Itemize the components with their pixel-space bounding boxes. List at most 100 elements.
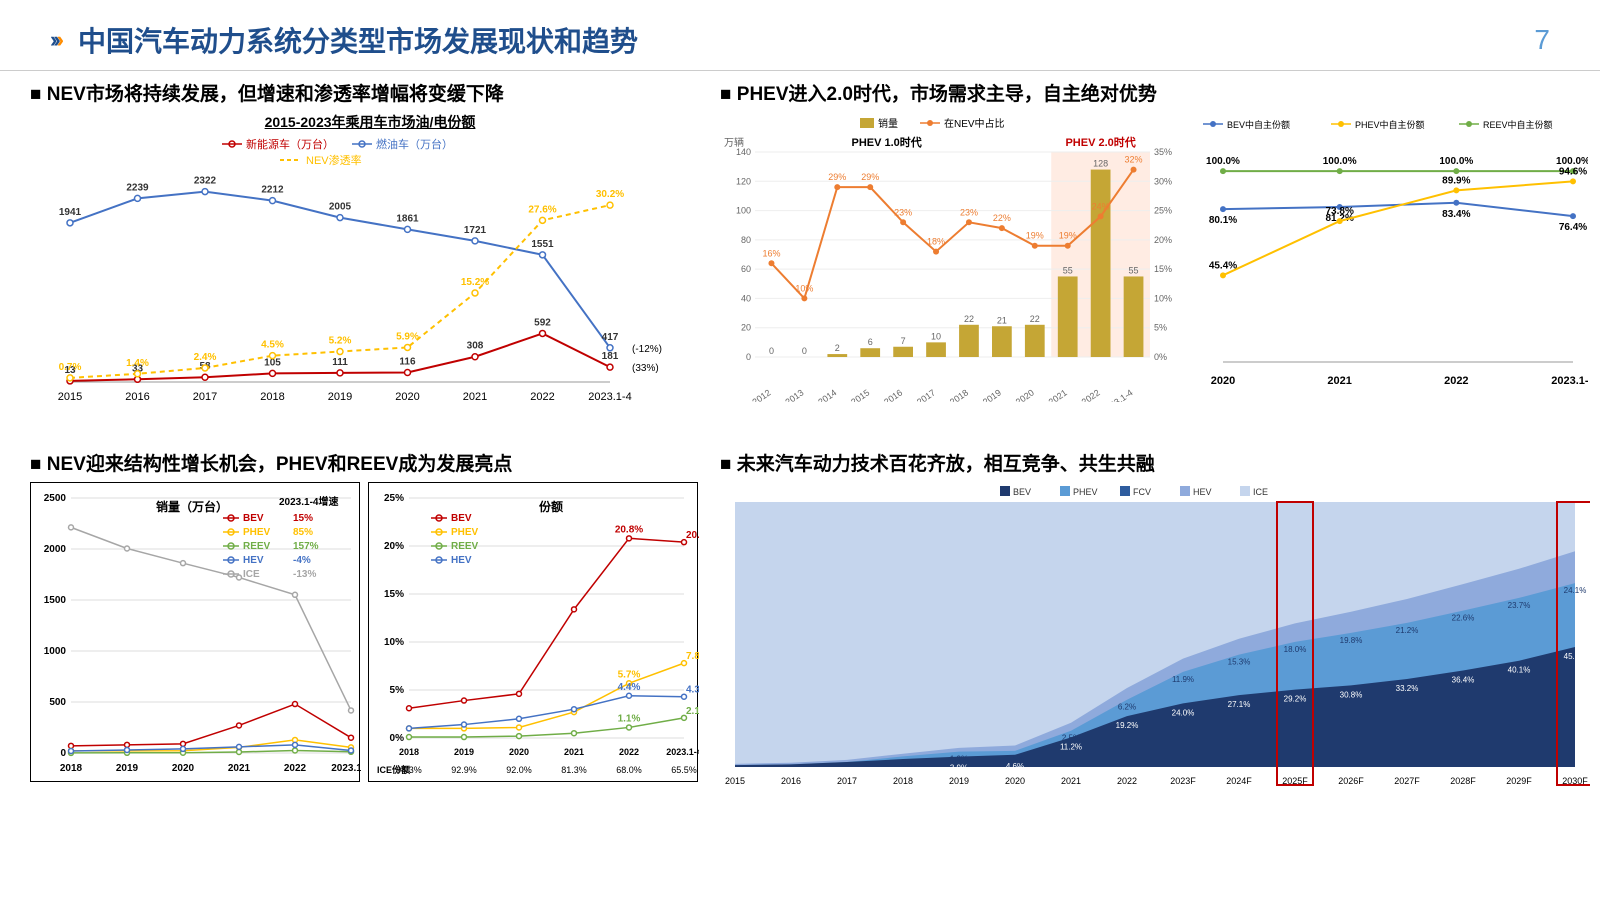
- svg-text:PHEV: PHEV: [243, 527, 271, 538]
- svg-text:2017: 2017: [915, 387, 937, 402]
- svg-text:2500: 2500: [44, 493, 67, 504]
- chart-phev-era: 销量在NEV中占比PHEV 1.0时代PHEV 2.0时代万辆020406080…: [720, 112, 1190, 402]
- panel-phev-era: PHEV进入2.0时代，市场需求主导，自主绝对优势 销量在NEV中占比PHEV …: [720, 79, 1600, 439]
- chart-subtitle: 2015-2023年乘用车市场油/电份额: [30, 112, 710, 132]
- chart-domestic-share: BEV中自主份额PHEV中自主份额REEV中自主份额100.0%100.0%10…: [1198, 112, 1588, 402]
- svg-text:4.3%: 4.3%: [686, 685, 699, 696]
- svg-text:111: 111: [332, 357, 348, 368]
- svg-text:36.4%: 36.4%: [1452, 676, 1475, 685]
- chevron-icon: ›››: [50, 27, 60, 53]
- svg-text:2017: 2017: [193, 391, 217, 403]
- svg-text:2021: 2021: [1327, 375, 1351, 387]
- svg-text:33.2%: 33.2%: [1396, 684, 1419, 693]
- svg-text:30.2%: 30.2%: [596, 189, 624, 200]
- svg-text:27.1%: 27.1%: [1228, 700, 1251, 709]
- svg-text:2022: 2022: [1080, 387, 1102, 402]
- svg-text:2023.1-4: 2023.1-4: [588, 391, 631, 403]
- svg-text:5%: 5%: [390, 685, 405, 696]
- svg-text:2023F: 2023F: [1170, 776, 1196, 786]
- svg-text:2015: 2015: [58, 391, 82, 403]
- svg-text:2019: 2019: [949, 776, 969, 786]
- svg-text:2021: 2021: [1061, 776, 1081, 786]
- svg-text:2018: 2018: [948, 387, 970, 402]
- svg-text:REEV: REEV: [243, 541, 271, 552]
- chart-area-stacked: BEVPHEVFCVHEVICE0.7%1.0%1.9%3.0%3.9%4.6%…: [720, 482, 1590, 792]
- svg-text:22%: 22%: [993, 213, 1011, 223]
- svg-text:24.1%: 24.1%: [1564, 586, 1587, 595]
- svg-text:燃油车（万台）: 燃油车（万台）: [376, 137, 453, 151]
- svg-text:0: 0: [802, 346, 807, 356]
- panel-future-mix: 未来汽车动力技术百花齐放，相互竞争、共生共融 BEVPHEVFCVHEVICE0…: [720, 449, 1600, 819]
- svg-text:100: 100: [736, 206, 751, 216]
- svg-text:10%: 10%: [795, 283, 813, 293]
- svg-text:500: 500: [49, 697, 66, 708]
- svg-text:65.5%: 65.5%: [671, 765, 697, 775]
- svg-text:2022: 2022: [284, 763, 307, 774]
- svg-text:2022: 2022: [1117, 776, 1137, 786]
- svg-text:55: 55: [1063, 265, 1073, 275]
- svg-text:REEV中自主份额: REEV中自主份额: [1483, 119, 1553, 130]
- svg-text:2016: 2016: [125, 391, 149, 403]
- svg-text:55: 55: [1129, 265, 1139, 275]
- svg-text:21: 21: [997, 315, 1007, 325]
- svg-text:2019: 2019: [454, 747, 474, 757]
- svg-text:1861: 1861: [396, 213, 419, 224]
- svg-text:0: 0: [60, 748, 66, 759]
- svg-text:-13%: -13%: [293, 569, 316, 580]
- svg-text:2012: 2012: [750, 387, 772, 402]
- svg-text:20.4%: 20.4%: [686, 530, 699, 541]
- svg-text:销量（万台）: 销量（万台）: [156, 499, 228, 514]
- svg-text:2016: 2016: [882, 387, 904, 402]
- svg-text:1.4%: 1.4%: [126, 358, 149, 369]
- svg-text:24%: 24%: [1092, 201, 1110, 211]
- svg-text:5.2%: 5.2%: [329, 336, 352, 347]
- svg-text:在NEV中占比: 在NEV中占比: [944, 117, 1005, 130]
- svg-text:2: 2: [835, 343, 840, 353]
- svg-text:20.8%: 20.8%: [615, 524, 643, 535]
- svg-text:(-12%): (-12%): [632, 344, 662, 355]
- panel-title: NEV市场将持续发展，但增速和渗透率增幅将变缓下降: [30, 79, 710, 106]
- panel-title: NEV迎来结构性增长机会，PHEV和REEV成为发展亮点: [30, 449, 710, 476]
- svg-text:80: 80: [741, 235, 751, 245]
- svg-text:68.0%: 68.0%: [616, 765, 642, 775]
- svg-text:16%: 16%: [762, 248, 780, 258]
- svg-text:181: 181: [602, 351, 619, 362]
- svg-text:45.4%: 45.4%: [1209, 260, 1237, 271]
- chart-sales-volume: 05001000150020002500销量（万台）2023.1-4增速BEV1…: [30, 482, 360, 782]
- svg-text:81.3%: 81.3%: [561, 765, 587, 775]
- svg-text:35%: 35%: [1154, 147, 1172, 157]
- svg-text:2023.1-4增速: 2023.1-4增速: [279, 495, 338, 508]
- svg-text:PHEV: PHEV: [1073, 487, 1098, 497]
- svg-text:5%: 5%: [1154, 323, 1167, 333]
- svg-text:2014: 2014: [816, 387, 838, 402]
- svg-text:40: 40: [741, 293, 751, 303]
- svg-text:27.6%: 27.6%: [528, 204, 556, 215]
- svg-text:1500: 1500: [44, 595, 67, 606]
- svg-text:2023.1-4: 2023.1-4: [1551, 375, 1588, 387]
- svg-text:60: 60: [741, 264, 751, 274]
- svg-text:21.2%: 21.2%: [1396, 626, 1419, 635]
- svg-text:23.7%: 23.7%: [1508, 601, 1531, 610]
- svg-text:20: 20: [741, 323, 751, 333]
- svg-text:120: 120: [736, 176, 751, 186]
- svg-text:10%: 10%: [1154, 293, 1172, 303]
- svg-text:BEV中自主份额: BEV中自主份额: [1227, 119, 1290, 130]
- svg-text:23%: 23%: [960, 207, 978, 217]
- svg-text:2020: 2020: [1005, 776, 1025, 786]
- svg-text:2016: 2016: [781, 776, 801, 786]
- svg-text:22.6%: 22.6%: [1452, 614, 1475, 623]
- svg-text:4.6%: 4.6%: [1006, 762, 1024, 771]
- svg-text:2.4%: 2.4%: [194, 352, 217, 363]
- svg-text:2022: 2022: [619, 747, 639, 757]
- svg-text:7.8%: 7.8%: [686, 651, 699, 662]
- svg-text:157%: 157%: [293, 541, 319, 552]
- svg-text:BEV: BEV: [243, 513, 264, 524]
- svg-text:(33%): (33%): [632, 363, 659, 374]
- svg-text:30%: 30%: [1154, 176, 1172, 186]
- svg-text:29.2%: 29.2%: [1284, 695, 1307, 704]
- svg-text:2022: 2022: [530, 391, 554, 403]
- svg-text:2005: 2005: [329, 202, 352, 213]
- svg-text:7: 7: [901, 336, 906, 346]
- svg-text:2021: 2021: [228, 763, 251, 774]
- svg-text:20%: 20%: [384, 541, 404, 552]
